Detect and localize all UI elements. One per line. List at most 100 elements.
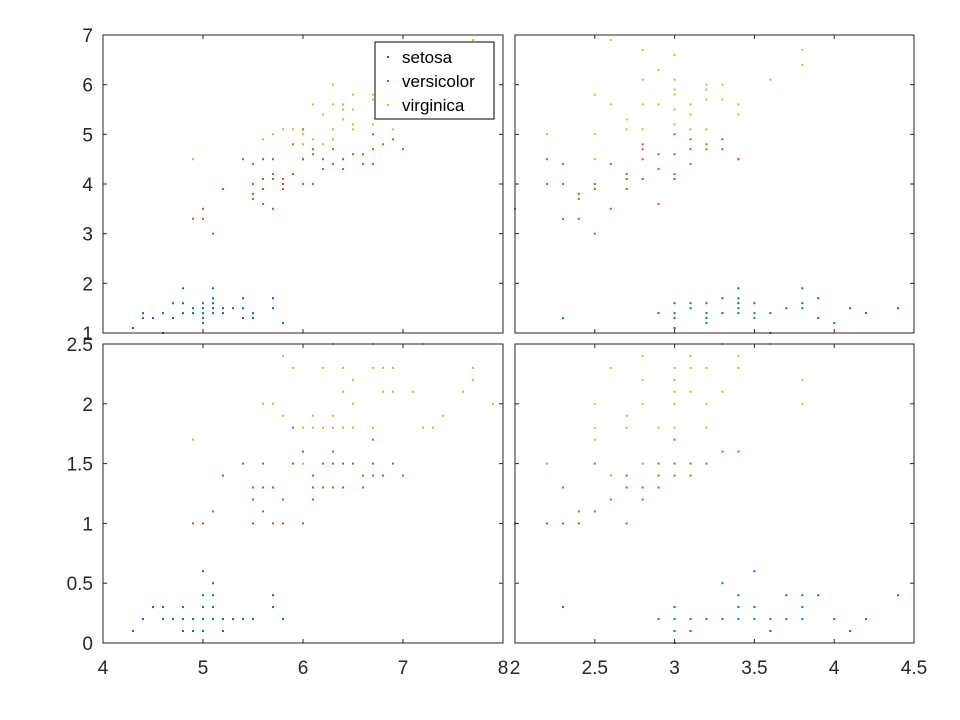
data-point [561,317,564,320]
data-point [312,498,314,501]
data-point [705,88,708,91]
data-point [182,630,184,632]
data-point [785,594,788,597]
data-point [641,158,644,161]
data-point [609,207,612,210]
data-point [392,138,394,141]
data-point [212,312,214,315]
data-point [322,168,324,171]
data-point [252,498,254,501]
data-point [292,173,294,176]
data-point [545,522,548,525]
data-point [192,217,194,220]
data-point [352,426,354,429]
series-versicolor-bottom-left [192,426,404,525]
data-point [737,302,740,305]
data-point [897,307,899,310]
data-point [322,143,324,146]
data-point [705,143,708,146]
series-versicolor-top-right [514,133,740,235]
y-tick-label: 7 [82,26,93,47]
data-point [312,183,314,185]
data-point [282,522,284,525]
data-point [801,287,804,290]
data-point [272,307,274,310]
data-point [342,168,344,171]
data-point [801,307,804,310]
data-point [472,378,474,381]
data-point [657,168,660,171]
data-point [689,474,692,477]
data-point [705,128,708,131]
data-point [689,630,692,632]
data-point [492,402,494,405]
data-point [272,402,274,405]
data-point [302,143,304,146]
series-virginica-bottom-right [545,343,804,477]
data-point [192,312,194,315]
data-point [372,426,374,429]
data-point [202,307,204,310]
data-point [342,366,344,369]
data-point [849,630,852,632]
data-point [657,103,660,106]
data-point [689,355,692,357]
data-point [849,307,852,310]
data-point [801,48,804,51]
data-point [162,618,164,621]
data-point [192,438,194,441]
data-point [609,366,612,369]
data-point [817,594,820,597]
data-point [689,138,692,141]
data-point [705,366,708,369]
data-point [705,312,708,315]
x-tick-label: 4.5 [901,658,927,679]
data-point [212,510,214,513]
data-point [202,606,204,609]
data-point [561,522,564,525]
data-point [737,450,740,453]
data-point [657,202,660,205]
x-tick-label: 6 [298,658,309,679]
data-point [212,287,214,290]
data-point [673,462,676,465]
data-point [833,618,836,621]
data-point [212,302,214,305]
data-point [342,108,344,111]
data-point [689,302,692,305]
data-point [673,312,676,315]
data-point [382,474,384,477]
data-point [753,302,756,305]
data-point [212,582,214,585]
data-point [382,366,384,369]
series-setosa-bottom-left [132,570,284,632]
data-point [442,414,444,417]
data-point [432,426,434,429]
y-tick-label: 2.5 [67,335,93,356]
data-point [801,402,804,405]
data-point [593,402,596,405]
data-point [302,522,304,525]
data-point [322,486,324,489]
data-point [372,366,374,369]
data-point [202,312,204,315]
data-point [705,322,708,325]
data-point [593,426,596,429]
data-point [332,83,334,86]
axes-box [102,343,504,644]
data-point [721,148,724,151]
data-point [132,327,134,329]
data-point [222,630,224,632]
data-point [593,510,596,513]
data-point [673,378,676,381]
y-tick-label: 4 [82,175,93,196]
data-point [641,498,644,501]
data-point [252,312,254,315]
data-point [172,618,174,621]
data-point [302,462,304,465]
data-point [593,462,596,465]
data-point [202,302,204,305]
data-point [865,312,868,315]
data-point [657,426,660,429]
legend-marker-versicolor [387,80,389,82]
